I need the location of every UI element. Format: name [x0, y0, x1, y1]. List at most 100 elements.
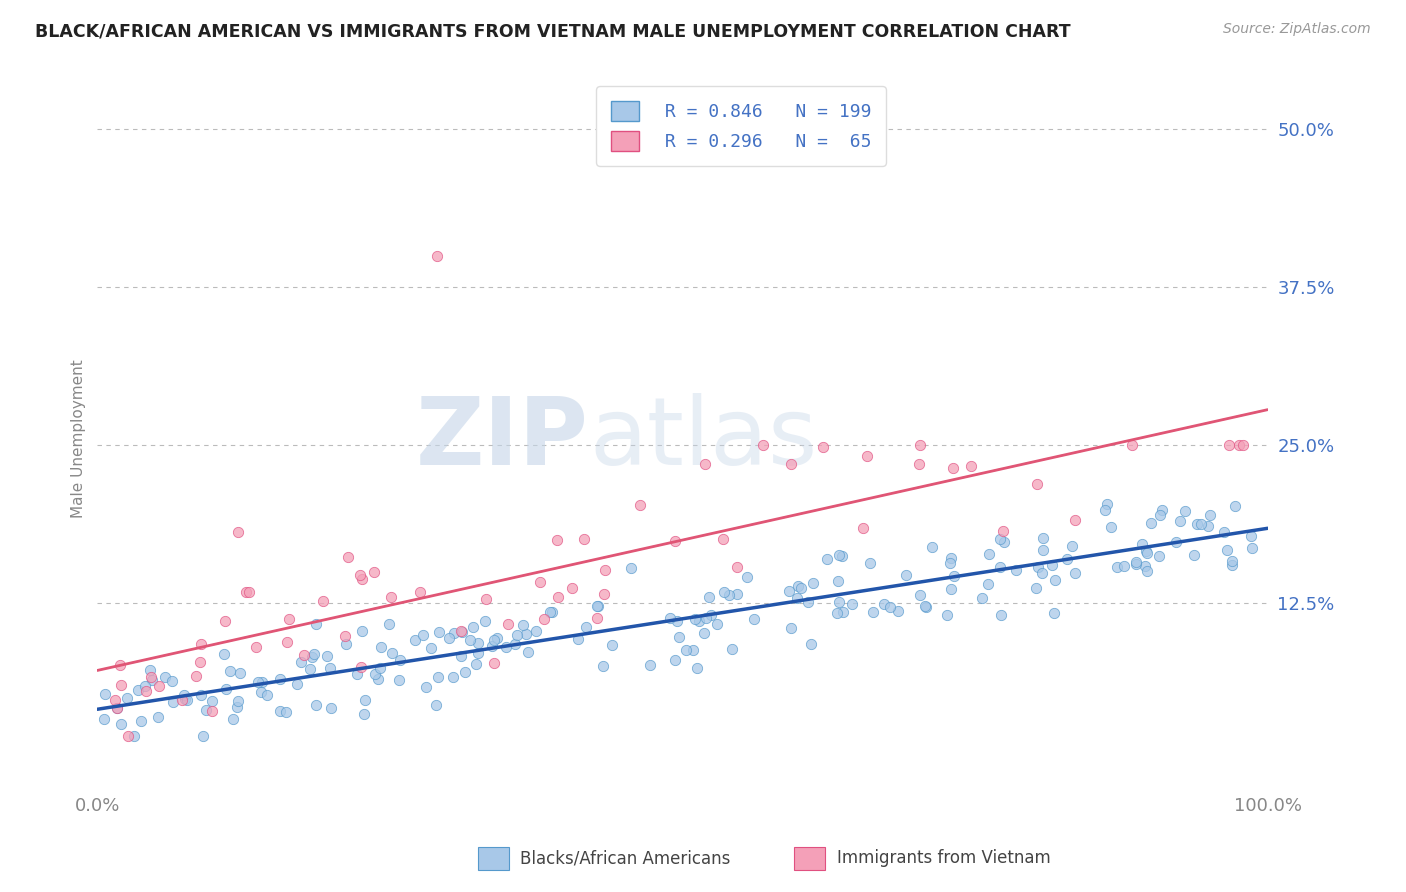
Point	[751, 438, 773, 452]
Point	[725, 559, 748, 574]
Point	[725, 587, 748, 601]
Point	[301, 650, 323, 665]
Point	[841, 597, 863, 611]
Point	[319, 700, 342, 714]
Point	[976, 576, 998, 591]
Point	[1197, 519, 1219, 533]
Point	[1149, 508, 1171, 522]
Point	[1032, 531, 1054, 545]
Point	[1185, 516, 1208, 531]
Point	[482, 656, 505, 670]
Point	[162, 695, 184, 709]
Point	[235, 585, 257, 599]
Point	[305, 617, 328, 632]
Point	[1121, 438, 1143, 452]
Point	[135, 684, 157, 698]
Point	[139, 663, 162, 677]
Point	[134, 679, 156, 693]
Legend:  R = 0.846   N = 199,  R = 0.296   N =  65: R = 0.846 N = 199, R = 0.296 N = 65	[596, 87, 886, 166]
Point	[464, 657, 486, 672]
Point	[567, 632, 589, 646]
Point	[188, 656, 211, 670]
Text: BLACK/AFRICAN AMERICAN VS IMMIGRANTS FROM VIETNAM MALE UNEMPLOYMENT CORRELATION : BLACK/AFRICAN AMERICAN VS IMMIGRANTS FRO…	[35, 22, 1071, 40]
Point	[575, 620, 598, 634]
Point	[467, 646, 489, 660]
Point	[441, 670, 464, 684]
Point	[1149, 549, 1171, 563]
Point	[970, 591, 993, 606]
Point	[803, 575, 825, 590]
Text: Blacks/African Americans: Blacks/African Americans	[520, 849, 731, 867]
Point	[443, 626, 465, 640]
Point	[201, 694, 224, 708]
Point	[485, 631, 508, 645]
Point	[129, 714, 152, 728]
Point	[879, 599, 901, 614]
Point	[693, 457, 716, 471]
Point	[454, 665, 477, 679]
Point	[593, 587, 616, 601]
Point	[335, 637, 357, 651]
Point	[688, 614, 710, 628]
Point	[682, 643, 704, 657]
Point	[104, 692, 127, 706]
Point	[993, 535, 1015, 549]
Point	[173, 688, 195, 702]
Point	[831, 549, 853, 564]
Point	[942, 461, 965, 475]
Point	[828, 548, 851, 562]
Point	[665, 614, 688, 628]
Point	[538, 605, 561, 619]
Point	[628, 498, 651, 512]
Point	[1189, 516, 1212, 531]
Point	[122, 729, 145, 743]
Point	[695, 610, 717, 624]
Point	[1199, 508, 1222, 522]
Point	[352, 624, 374, 638]
Point	[827, 595, 849, 609]
Point	[887, 604, 910, 618]
Point	[1218, 438, 1240, 452]
Point	[1099, 520, 1122, 534]
Point	[378, 617, 401, 632]
Point	[1064, 513, 1087, 527]
Point	[675, 642, 697, 657]
Point	[1232, 438, 1254, 452]
Point	[409, 585, 432, 599]
Point	[859, 556, 882, 570]
Point	[94, 687, 117, 701]
Point	[779, 621, 801, 635]
Point	[276, 635, 298, 649]
Point	[1064, 566, 1087, 581]
Point	[269, 673, 291, 687]
Point	[226, 524, 249, 539]
Point	[921, 540, 943, 554]
Point	[873, 597, 896, 611]
Point	[593, 564, 616, 578]
Point	[1240, 529, 1263, 543]
Point	[461, 620, 484, 634]
Point	[160, 673, 183, 688]
Point	[346, 667, 368, 681]
Point	[1135, 544, 1157, 558]
Point	[1107, 560, 1129, 574]
Point	[214, 615, 236, 629]
Point	[176, 692, 198, 706]
Point	[1114, 559, 1136, 574]
Point	[908, 588, 931, 602]
Point	[105, 701, 128, 715]
Point	[304, 698, 326, 713]
Point	[482, 632, 505, 647]
Point	[862, 605, 884, 619]
Point	[1136, 564, 1159, 578]
Point	[277, 612, 299, 626]
Point	[1032, 543, 1054, 558]
Point	[370, 640, 392, 654]
Point	[939, 582, 962, 597]
Point	[790, 581, 813, 595]
Point	[586, 599, 609, 614]
Point	[148, 679, 170, 693]
Point	[659, 611, 682, 625]
Point	[778, 584, 800, 599]
Point	[977, 548, 1000, 562]
